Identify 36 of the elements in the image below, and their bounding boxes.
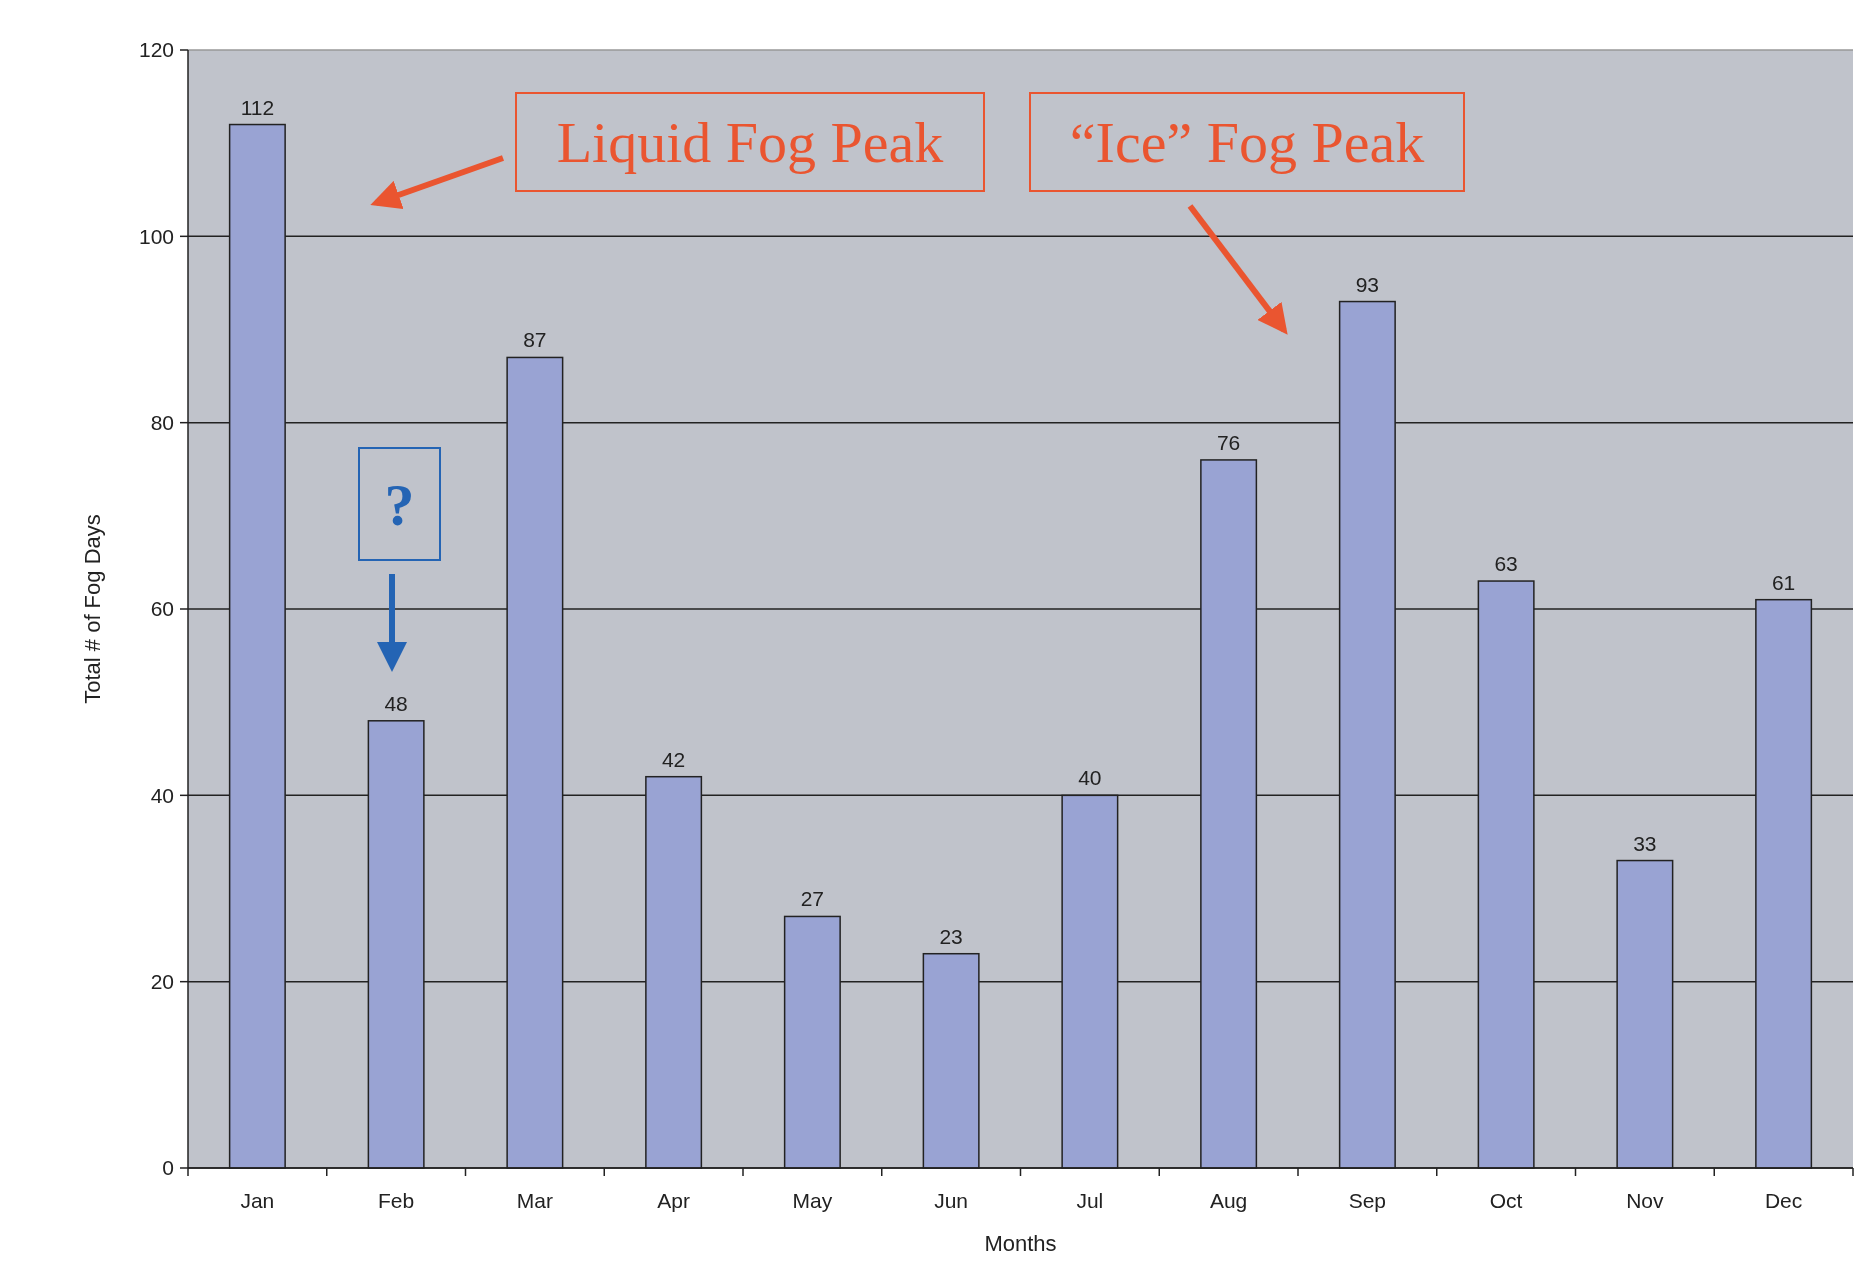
data-label: 33 bbox=[1633, 831, 1657, 855]
data-label: 61 bbox=[1771, 570, 1796, 594]
y-tick-label: 0 bbox=[162, 1156, 174, 1180]
x-tick-label: Aug bbox=[1209, 1189, 1248, 1212]
x-tick-label: May bbox=[792, 1189, 833, 1212]
x-tick-label: Nov bbox=[1626, 1189, 1665, 1212]
data-label: 76 bbox=[1216, 430, 1241, 454]
y-tick-label: 80 bbox=[150, 411, 174, 435]
data-label: 93 bbox=[1355, 272, 1380, 296]
data-label: 40 bbox=[1078, 766, 1102, 790]
y-tick-label: 100 bbox=[138, 224, 174, 248]
x-tick-label: Dec bbox=[1764, 1189, 1803, 1212]
annotation: ? bbox=[384, 472, 415, 538]
y-tick-label: 60 bbox=[150, 597, 174, 621]
y-tick-label: 20 bbox=[150, 970, 174, 994]
x-axis-title: Months bbox=[984, 1231, 1057, 1256]
x-tick-label: Apr bbox=[657, 1189, 690, 1212]
x-tick-label: Jun bbox=[934, 1189, 969, 1212]
data-label: 42 bbox=[661, 747, 686, 771]
y-axis-title: Total # of Fog Days bbox=[80, 514, 105, 704]
data-label: 48 bbox=[384, 691, 408, 715]
x-tick-label: Oct bbox=[1489, 1189, 1523, 1212]
x-tick-label: Feb bbox=[378, 1189, 415, 1212]
x-tick-label: Sep bbox=[1348, 1189, 1387, 1212]
data-label: 112 bbox=[240, 95, 275, 119]
x-tick-label: Jul bbox=[1076, 1189, 1104, 1212]
data-label: 27 bbox=[800, 887, 825, 911]
data-label: 87 bbox=[523, 328, 547, 352]
y-tick-label: 40 bbox=[150, 783, 174, 807]
y-tick-label: 120 bbox=[138, 38, 174, 62]
x-tick-label: Mar bbox=[516, 1189, 553, 1212]
x-tick-label: Jan bbox=[240, 1189, 275, 1212]
annotation: “Ice” Fog Peak bbox=[1069, 110, 1425, 176]
annotation: Liquid Fog Peak bbox=[556, 110, 944, 176]
data-label: 63 bbox=[1494, 552, 1518, 576]
data-label: 23 bbox=[939, 924, 963, 948]
